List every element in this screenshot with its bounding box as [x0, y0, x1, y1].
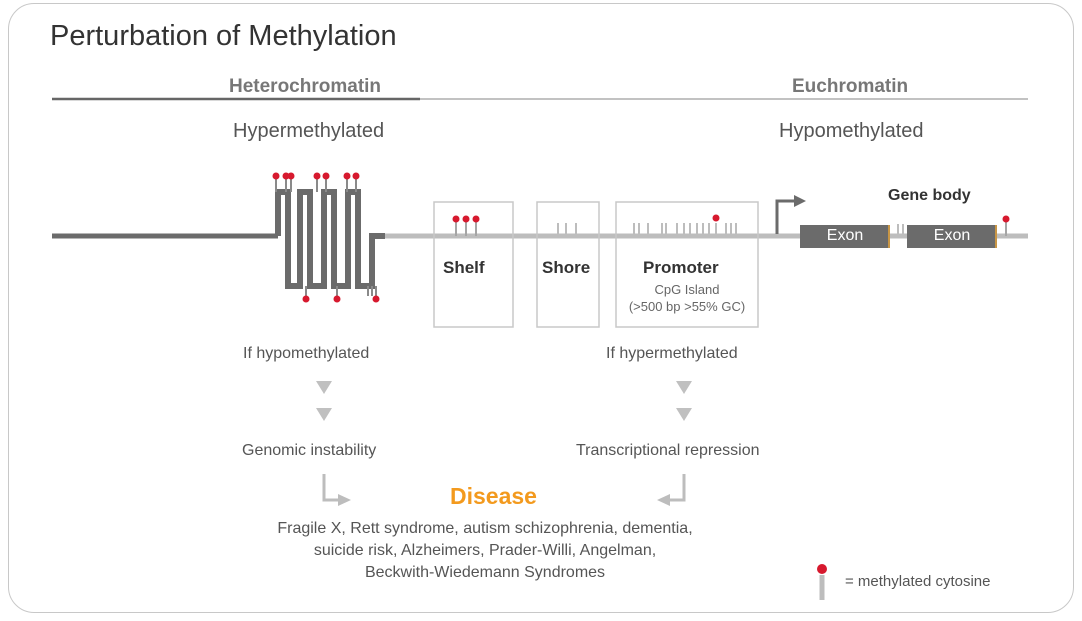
- exon-2-label: Exon: [933, 227, 971, 244]
- disease-list-line-1: Fragile X, Rett syndrome, autism schizop…: [277, 520, 693, 537]
- euchromatin-header: Euchromatin: [792, 76, 909, 97]
- if-hypermethylated-label: If hypermethylated: [606, 345, 738, 362]
- if-hypomethylated-label: If hypomethylated: [243, 345, 370, 362]
- diagram-frame: [8, 3, 1074, 613]
- left-elbow-arrow: [322, 474, 351, 506]
- shelf-box: [433, 201, 514, 328]
- promoter-label: Promoter: [643, 258, 719, 277]
- left-down-arrow-1: [316, 381, 332, 394]
- shelf-methyl-marks: [452, 215, 480, 236]
- left-down-arrow-2: [316, 408, 332, 421]
- promoter-cpg-sites: [633, 223, 737, 236]
- right-down-arrow-1: [676, 381, 692, 394]
- shelf-label: Shelf: [443, 258, 485, 277]
- genomic-instability-label: Genomic instability: [242, 442, 377, 459]
- exon-2: [907, 225, 997, 248]
- promoter-methyl-mark: [712, 214, 720, 222]
- heterochromatin-header: Heterochromatin: [229, 76, 382, 97]
- disease-list: Fragile X, Rett syndrome, autism schizop…: [215, 518, 755, 584]
- gene-body-label: Gene body: [888, 187, 971, 204]
- heterochromatin-coil: [275, 189, 385, 289]
- transcriptional-repression-label: Transcriptional repression: [576, 442, 760, 459]
- cpg-island-criteria: (>500 bp >55% GC): [628, 299, 746, 314]
- cpg-island-label: CpG Island: [654, 282, 720, 297]
- right-down-arrow-2: [676, 408, 692, 421]
- exon-1-label: Exon: [826, 227, 864, 244]
- exon-1: [800, 225, 890, 248]
- methylated-cytosine-legend-icon: [817, 564, 827, 600]
- promoter-box: [615, 201, 759, 328]
- shore-box: [536, 201, 600, 328]
- shore-label: Shore: [542, 258, 591, 277]
- hypomethylated-label: Hypomethylated: [779, 120, 924, 142]
- disease-label: Disease: [450, 483, 537, 509]
- coil-methyl-marks-top: [272, 172, 360, 192]
- transcription-start-arrow: [775, 195, 806, 234]
- shore-cpg-sites: [557, 223, 577, 236]
- disease-list-line-2: suicide risk, Alzheimers, Prader-Willi, …: [313, 542, 657, 559]
- diagram-title: Perturbation of Methylation: [50, 20, 397, 52]
- legend-text: = methylated cytosine: [845, 573, 991, 590]
- gene-body-methyl-mark: [1002, 215, 1010, 223]
- disease-list-line-3: Beckwith-Wiedemann Syndromes: [364, 564, 606, 581]
- right-elbow-arrow: [657, 474, 686, 506]
- hypermethylated-label: Hypermethylated: [233, 120, 385, 142]
- coil-methyl-marks-bottom: [302, 286, 380, 303]
- intron-cpg-sites: [897, 224, 904, 236]
